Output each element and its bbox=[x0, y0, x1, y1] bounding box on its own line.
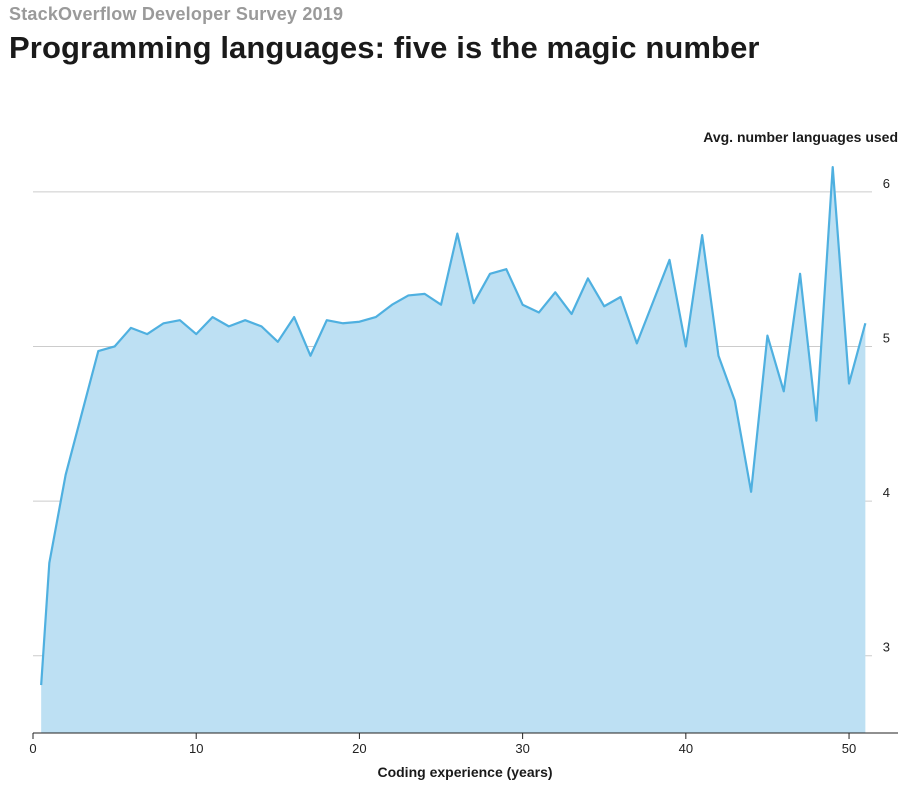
x-tick-label: 20 bbox=[352, 741, 366, 756]
chart-title: Programming languages: five is the magic… bbox=[9, 30, 760, 65]
x-tick-label: 0 bbox=[29, 741, 36, 756]
x-axis-title: Coding experience (years) bbox=[377, 764, 552, 780]
data-series bbox=[40, 166, 867, 734]
series-line bbox=[40, 166, 867, 686]
x-tick-label: 40 bbox=[679, 741, 693, 756]
y-axis-title: Avg. number languages used bbox=[703, 129, 898, 145]
y-axis: 3 4 5 6 bbox=[883, 176, 890, 655]
chart-subtitle: StackOverflow Developer Survey 2019 bbox=[9, 4, 344, 24]
x-tick-label: 10 bbox=[189, 741, 203, 756]
x-tick-label: 50 bbox=[842, 741, 856, 756]
x-axis: 0 10 20 30 40 50 bbox=[29, 732, 898, 756]
x-tick-label: 30 bbox=[515, 741, 529, 756]
y-tick-label: 5 bbox=[883, 330, 890, 345]
y-tick-label: 6 bbox=[883, 176, 890, 191]
y-tick-label: 3 bbox=[883, 640, 890, 655]
y-tick-label: 4 bbox=[883, 485, 890, 500]
area-fill bbox=[41, 167, 866, 734]
